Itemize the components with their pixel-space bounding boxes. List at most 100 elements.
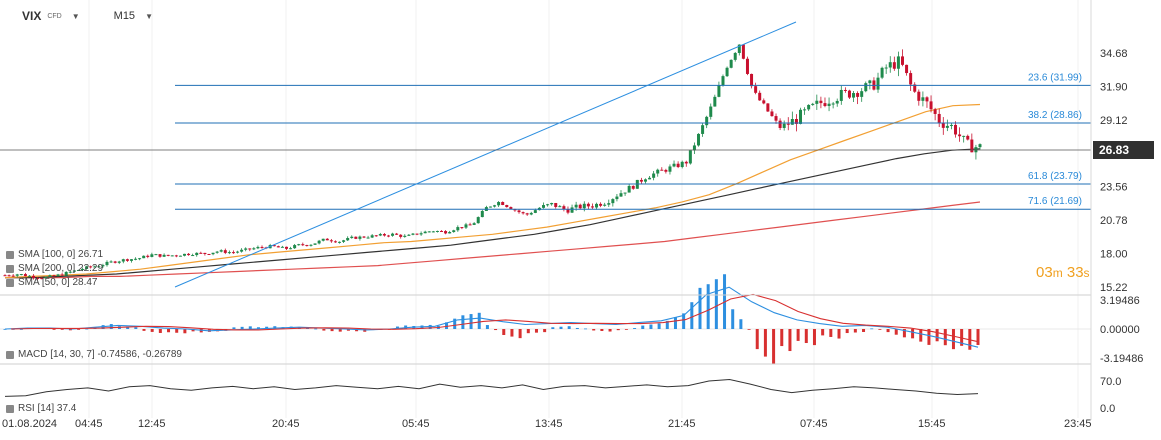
symbol-name[interactable]: VIX [22, 9, 42, 23]
candle-body [440, 230, 444, 232]
trend-line[interactable] [174, 21, 797, 288]
macd-histogram-bar [829, 329, 833, 337]
candle-body [415, 233, 419, 235]
candle-body [807, 104, 811, 110]
candle-body [529, 212, 533, 215]
price-tick-label: 15.22 [1100, 282, 1128, 294]
candle-body [350, 236, 354, 239]
candle-body [374, 235, 378, 237]
candle-body [737, 44, 741, 53]
macd-histogram-bar [870, 328, 874, 330]
time-tick-label: 04:45 [75, 418, 103, 430]
time-tick-label: 13:45 [535, 418, 563, 430]
macd-histogram-bar [494, 329, 498, 331]
indicator-settings-icon[interactable] [6, 264, 14, 273]
candle-body [652, 173, 656, 178]
candle-body [452, 230, 456, 233]
macd-histogram-bar [355, 329, 359, 332]
countdown-seconds: 33 [1066, 264, 1084, 281]
price-candles [3, 44, 982, 280]
candle-body [195, 252, 199, 256]
candle-body [460, 227, 464, 229]
indicator-settings-icon[interactable] [6, 404, 14, 413]
sma200-line [5, 201, 981, 279]
candle-body [305, 245, 309, 247]
candle-body [403, 235, 407, 237]
legend-macd[interactable]: MACD [14, 30, 7] -0.74586, -0.26789 [6, 349, 182, 360]
countdown-m-label: m [1052, 266, 1063, 280]
macd-histogram-bar [453, 318, 457, 329]
candle-body [705, 116, 709, 126]
macd-histogram-bar [755, 329, 759, 350]
candle-body [905, 64, 909, 74]
candle-body [256, 246, 260, 249]
candle-body [970, 139, 974, 153]
macd-histogram-bar [584, 328, 588, 330]
candle-body [346, 238, 350, 241]
candle-body [40, 278, 44, 280]
macd-histogram-bar [796, 329, 800, 341]
candle-body [945, 125, 949, 128]
candle-body [582, 203, 586, 209]
legend-sma50-text: SMA [50, 0] 28.47 [18, 277, 98, 288]
macd-histogram-bar [731, 309, 735, 329]
candle-body [125, 259, 129, 261]
candle-body [546, 204, 550, 206]
countdown-s-label: s [1083, 266, 1090, 280]
candle-body [929, 101, 933, 110]
macd-histogram-bar [142, 329, 146, 331]
legend-sma50[interactable]: SMA [50, 0] 28.47 [6, 277, 98, 288]
candle-body [252, 248, 256, 250]
macd-histogram-bar [821, 329, 825, 336]
macd-histogram-bar [265, 326, 269, 329]
sma50-series [4, 103, 981, 279]
symbol-dropdown-icon[interactable]: ▼ [71, 11, 80, 21]
candle-body [146, 255, 150, 257]
time-axis: 01.08.2024 04:45 12:45 20:45 05:45 13:45 21:45… [2, 418, 1092, 430]
macd-histogram-bar [665, 320, 669, 329]
candle-body [688, 150, 692, 164]
indicator-settings-icon[interactable] [6, 350, 14, 359]
macd-histogram-bar [935, 329, 939, 342]
legend-sma200[interactable]: SMA [200, 0] 22.29 [6, 263, 103, 274]
candle-body [880, 67, 884, 78]
indicator-settings-icon[interactable] [6, 250, 14, 259]
candle-body [639, 179, 643, 182]
candle-body [623, 192, 627, 194]
candle-body [941, 122, 945, 128]
candle-body [187, 253, 191, 256]
legend-rsi[interactable]: RSI [14] 37.4 [6, 403, 76, 414]
candle-body [142, 255, 146, 259]
macd-histogram-bar [641, 325, 645, 329]
candle-body [611, 199, 615, 204]
candle-body [819, 100, 823, 104]
timeframe-selector[interactable]: M15 [113, 10, 136, 22]
candle-body [884, 67, 888, 69]
indicator-settings-icon[interactable] [6, 278, 14, 287]
candle-body [293, 245, 297, 249]
timeframe-dropdown-icon[interactable]: ▼ [145, 11, 153, 21]
candle-body [766, 103, 770, 112]
macd-line [4, 286, 979, 348]
legend-sma200-text: SMA [200, 0] 22.29 [18, 263, 104, 274]
candle-body [599, 203, 603, 206]
macd-histogram-bar [616, 329, 620, 331]
macd-histogram-bar [314, 328, 318, 330]
candle-body [827, 103, 831, 107]
candle-body [378, 234, 382, 236]
candle-body [558, 206, 562, 208]
candle-body [64, 271, 68, 276]
candle-body [835, 100, 839, 104]
candle-body [656, 169, 660, 174]
candle-body [227, 252, 231, 254]
candle-body [411, 233, 415, 235]
fib-level-label: 71.6 (21.69) [1028, 196, 1082, 207]
legend-sma100[interactable]: SMA [100, 0] 26.71 [6, 249, 103, 260]
candle-body [643, 179, 647, 182]
macd-histogram-bar [469, 314, 473, 329]
fibonacci-levels[interactable]: 23.6 (31.99) 38.2 (28.86) 61.8 (23.79) 71.6… [175, 72, 1091, 210]
candle-body [321, 238, 325, 241]
candle-body [786, 123, 790, 125]
macd-histogram-bar [363, 329, 367, 332]
